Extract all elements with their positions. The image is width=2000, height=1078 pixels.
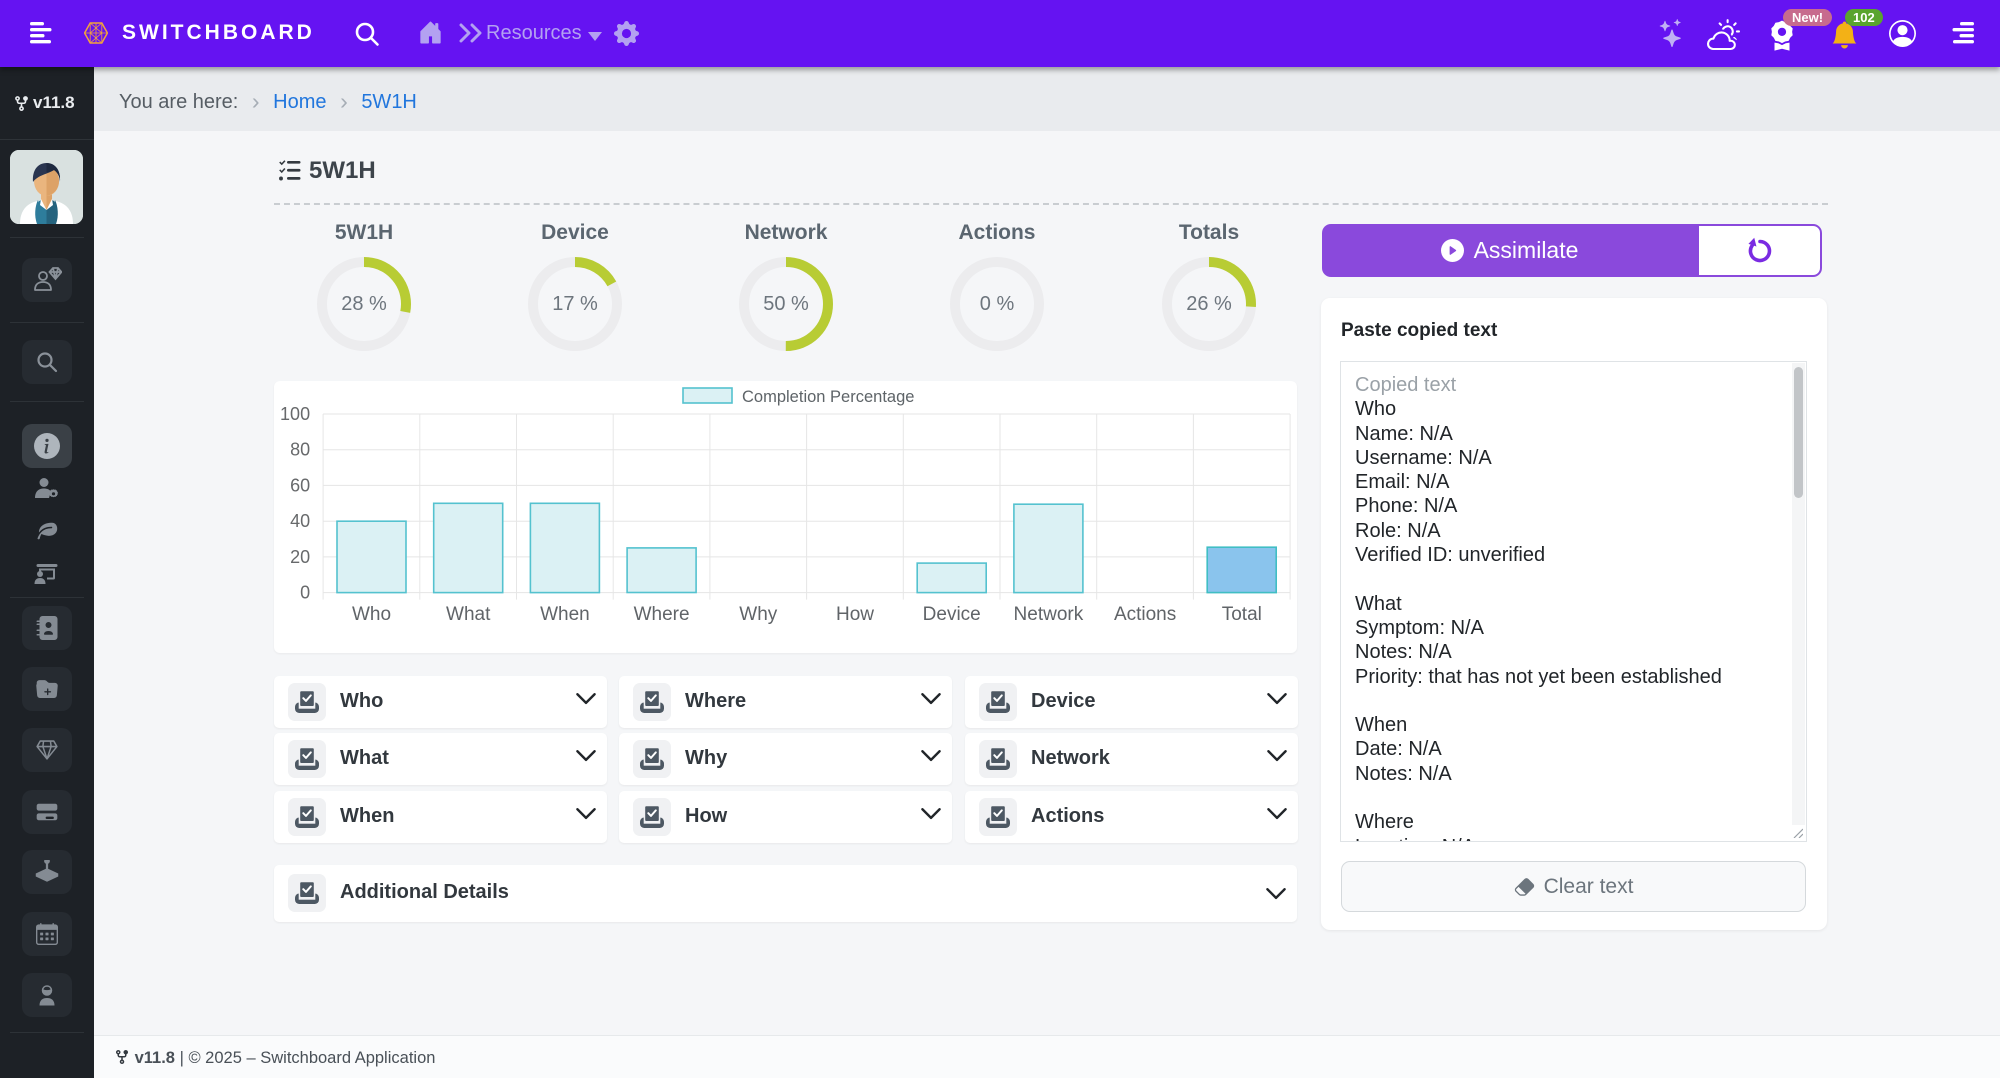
svg-text:60: 60	[290, 475, 310, 495]
svg-text:Completion Percentage: Completion Percentage	[742, 388, 914, 406]
svg-text:80: 80	[290, 440, 310, 460]
svg-text:0: 0	[300, 583, 310, 603]
svg-text:100: 100	[280, 404, 310, 424]
svg-text:How: How	[836, 604, 874, 625]
svg-text:Network: Network	[1014, 604, 1084, 625]
svg-text:Why: Why	[739, 604, 778, 625]
svg-text:Device: Device	[923, 604, 981, 625]
svg-text:Actions: Actions	[1114, 604, 1176, 625]
svg-text:Who: Who	[352, 604, 391, 625]
svg-text:20: 20	[290, 547, 310, 567]
svg-text:Where: Where	[634, 604, 690, 625]
svg-text:What: What	[446, 604, 491, 625]
svg-text:Total: Total	[1222, 604, 1262, 625]
svg-text:40: 40	[290, 511, 310, 531]
svg-text:When: When	[540, 604, 590, 625]
